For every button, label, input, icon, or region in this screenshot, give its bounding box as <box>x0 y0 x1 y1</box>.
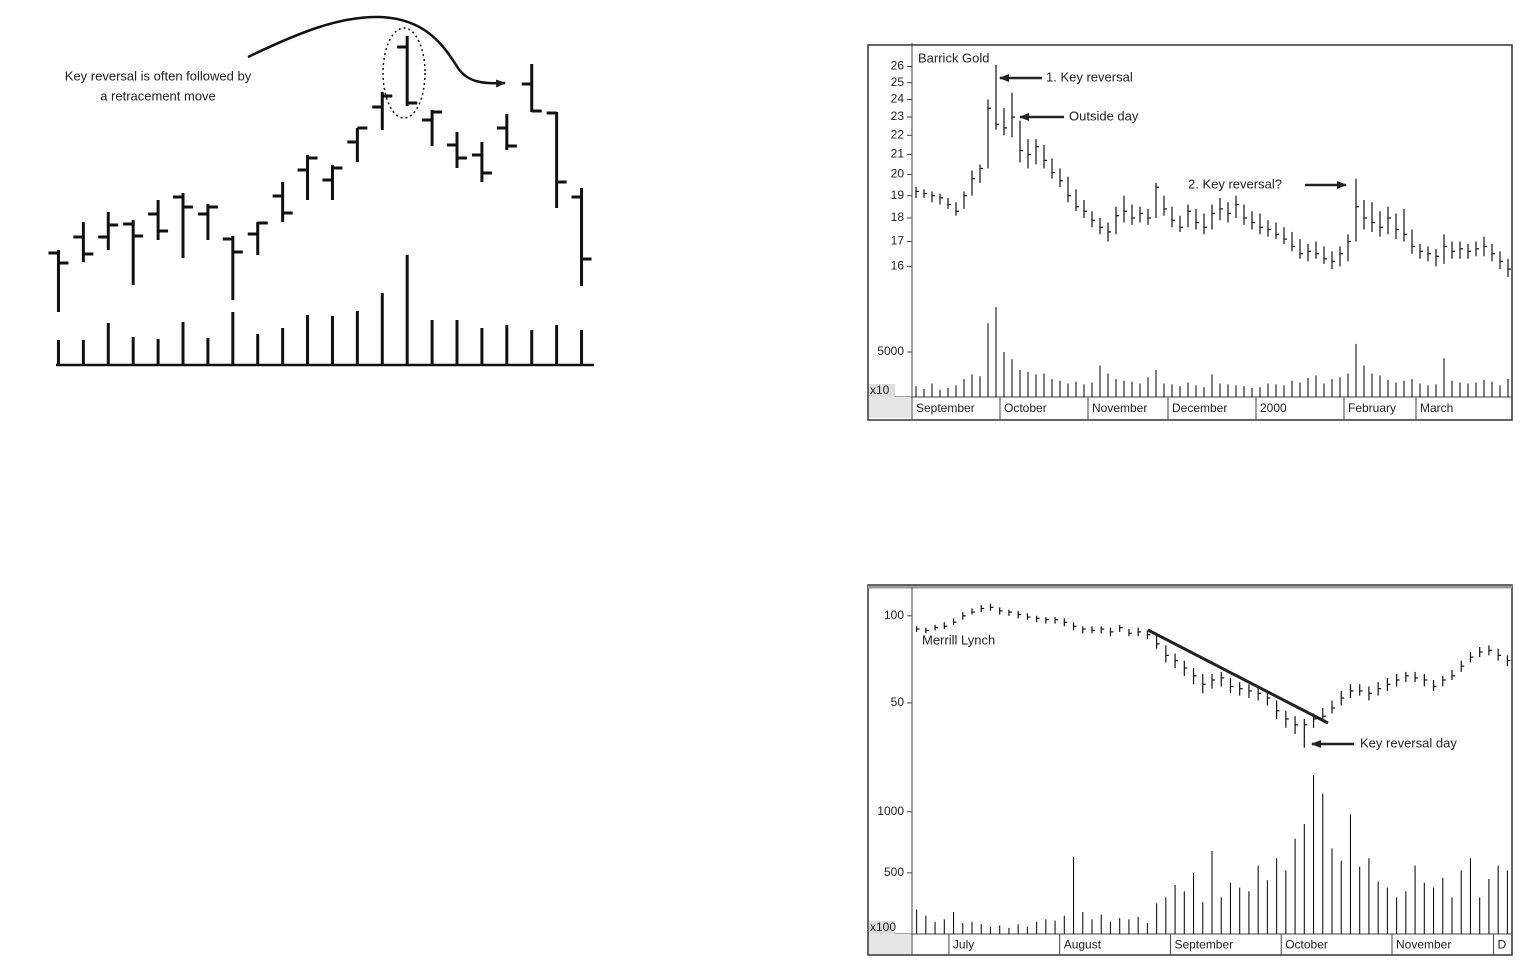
y-tick-label: 22 <box>891 128 905 142</box>
x-tick-label: D <box>1498 938 1507 952</box>
annotation: 2. Key reversal? <box>1188 176 1282 191</box>
x-tick-label: November <box>1092 401 1147 415</box>
chart-title: Merrill Lynch <box>922 632 995 647</box>
highlight-ellipse <box>382 27 426 119</box>
chart-title: Barrick Gold <box>918 50 990 65</box>
y-tick-label: 24 <box>891 92 905 106</box>
annotation: Key reversal day <box>1360 735 1457 750</box>
y-tick-label: 17 <box>891 234 905 248</box>
x-tick-label: 2000 <box>1260 401 1287 415</box>
y-tick-label: 20 <box>891 167 905 181</box>
volume-tick-label: 5000 <box>877 344 904 358</box>
volume-unit-label: x10 <box>870 383 890 397</box>
x-tick-label: September <box>1174 938 1233 952</box>
x-tick-label: July <box>953 938 974 952</box>
annotation: a retracement move <box>100 88 216 103</box>
y-tick-label: 50 <box>891 695 905 709</box>
unit-box <box>869 921 895 934</box>
y-tick-label: 16 <box>891 259 905 273</box>
y-tick-label: 23 <box>891 109 905 123</box>
y-tick-label: 21 <box>891 147 905 161</box>
y-tick-label: 19 <box>891 188 905 202</box>
volume-tick-label: 1000 <box>877 804 904 818</box>
volume-tick-label: 500 <box>884 865 904 879</box>
curved-arrow <box>247 15 506 88</box>
x-tick-label: September <box>916 401 975 415</box>
annotation: 1. Key reversal <box>1046 69 1133 84</box>
annotation: Key reversal is often followed by <box>65 68 252 83</box>
x-tick-label: December <box>1172 401 1227 415</box>
x-tick-label: November <box>1396 938 1451 952</box>
strip-box <box>869 397 911 418</box>
volume-unit-label: x100 <box>870 920 896 934</box>
x-tick-label: October <box>1285 938 1328 952</box>
unit-box <box>869 384 895 397</box>
y-tick-label: 100 <box>884 608 904 622</box>
trend-line <box>1147 628 1329 725</box>
y-tick-label: 26 <box>891 59 905 73</box>
y-tick-label: 25 <box>891 75 905 89</box>
strip-box <box>869 934 911 954</box>
annotation: Outside day <box>1069 108 1139 123</box>
x-tick-label: October <box>1004 401 1047 415</box>
chart-frame <box>867 44 1513 421</box>
x-tick-label: August <box>1064 938 1102 952</box>
x-tick-label: March <box>1420 401 1453 415</box>
chart-frame <box>867 584 1513 956</box>
x-tick-label: February <box>1348 401 1396 415</box>
y-tick-label: 18 <box>891 210 905 224</box>
